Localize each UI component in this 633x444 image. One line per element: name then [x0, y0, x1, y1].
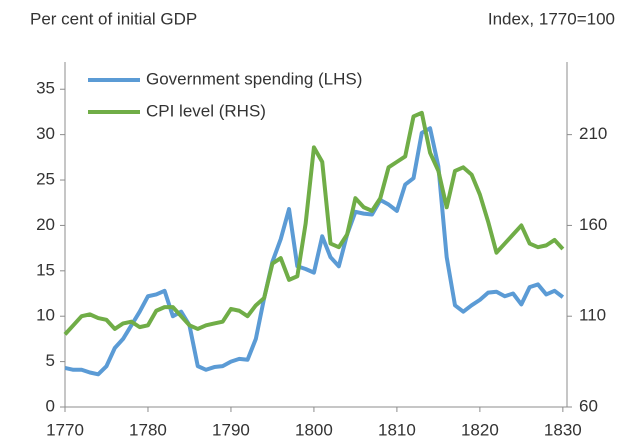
- y2-tick-label: 160: [579, 215, 607, 234]
- y2-tick-label: 110: [579, 306, 606, 325]
- x-tick-label: 1820: [461, 420, 499, 439]
- y-tick-label: 35: [36, 79, 55, 98]
- x-tick-label: 1800: [295, 420, 333, 439]
- y2-tick-label: 210: [579, 124, 607, 143]
- y-tick-label: 0: [46, 396, 55, 415]
- y2-axis-label: Index, 1770=100: [488, 9, 615, 28]
- series-line: [63, 110, 565, 336]
- y-axis-label: Per cent of initial GDP: [30, 9, 197, 28]
- legend-label: CPI level (RHS): [146, 101, 266, 120]
- y-tick-label: 20: [36, 215, 55, 234]
- y2-tick-label: 60: [579, 396, 598, 415]
- x-tick-label: 1790: [212, 420, 250, 439]
- y-tick-label: 10: [36, 306, 55, 325]
- y-tick-label: 15: [36, 260, 55, 279]
- x-tick-label: 1780: [129, 420, 167, 439]
- x-tick-label: 1770: [46, 420, 84, 439]
- y-tick-label: 5: [46, 351, 55, 370]
- y-tick-label: 30: [36, 124, 55, 143]
- series-line: [64, 126, 565, 377]
- legend-label: Government spending (LHS): [146, 69, 362, 88]
- x-tick-label: 1830: [544, 420, 582, 439]
- y-tick-label: 25: [36, 170, 55, 189]
- x-tick-label: 1810: [378, 420, 416, 439]
